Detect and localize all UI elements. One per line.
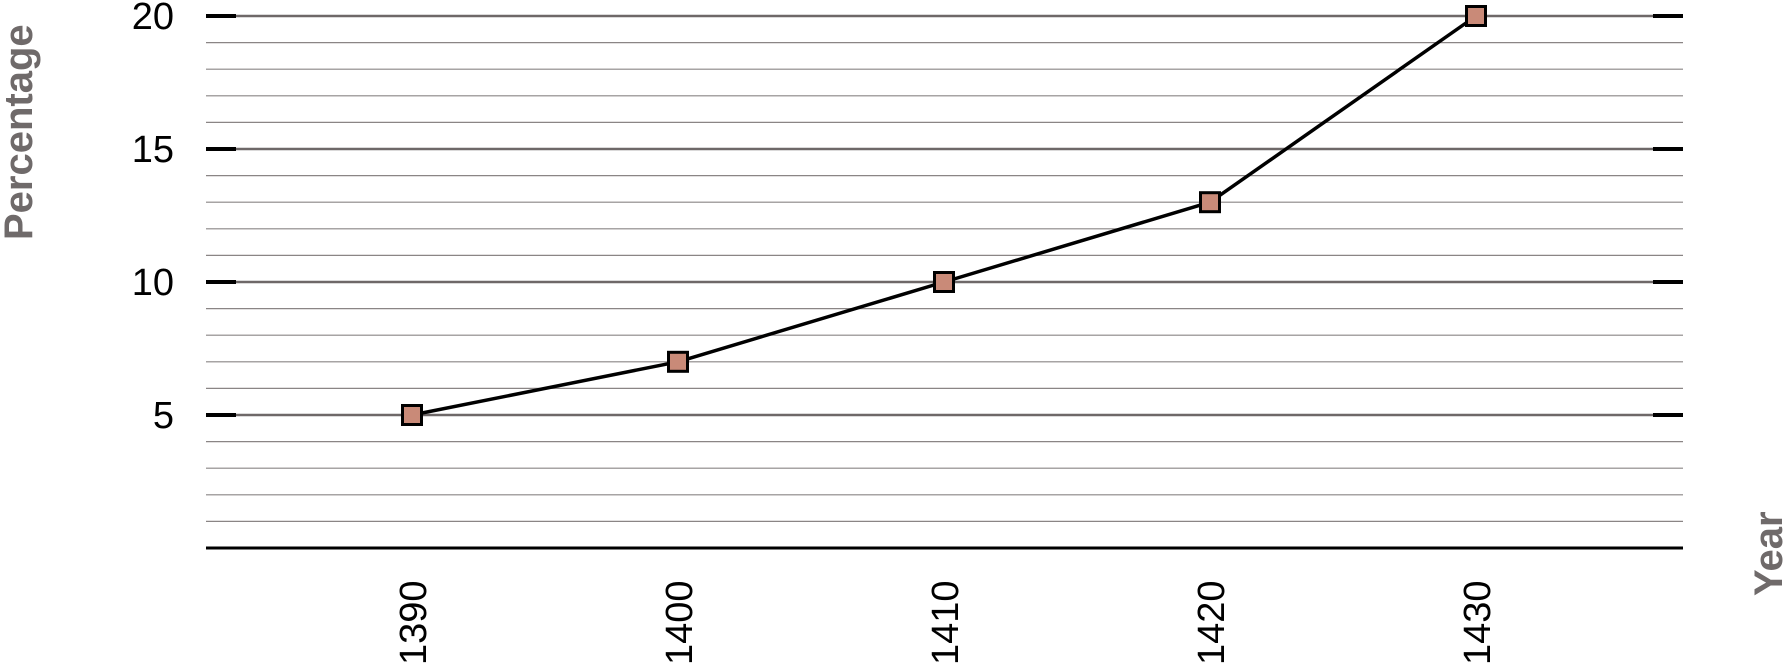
data-point-marker: [933, 271, 955, 293]
x-tick-label: 1390: [393, 580, 435, 665]
x-tick-label: 1400: [659, 580, 701, 665]
x-tick-label: 1430: [1457, 580, 1499, 665]
y-axis-title: Percentage: [0, 24, 41, 240]
data-point-marker: [1199, 191, 1221, 214]
y-tick-label: 20: [132, 0, 174, 38]
grid-layer: [206, 14, 1683, 550]
y-tick-label: 10: [132, 262, 174, 304]
x-tick-label: 1420: [1191, 580, 1233, 665]
label-layer: 5 10 15 20 1390 1400 1410 1420 1430: [132, 0, 1499, 665]
x-axis-title: Year: [1747, 511, 1791, 596]
x-tick-label: 1410: [925, 580, 967, 665]
marker-layer: [401, 5, 1487, 426]
data-point-marker: [1465, 5, 1487, 27]
y-tick-label: 5: [153, 395, 174, 437]
data-point-marker: [401, 404, 423, 426]
series-line: [411, 14, 1478, 417]
line-layer: [411, 14, 1478, 417]
tick-layer: [206, 14, 1683, 417]
y-tick-label: 15: [132, 129, 174, 171]
data-point-marker: [667, 350, 689, 373]
